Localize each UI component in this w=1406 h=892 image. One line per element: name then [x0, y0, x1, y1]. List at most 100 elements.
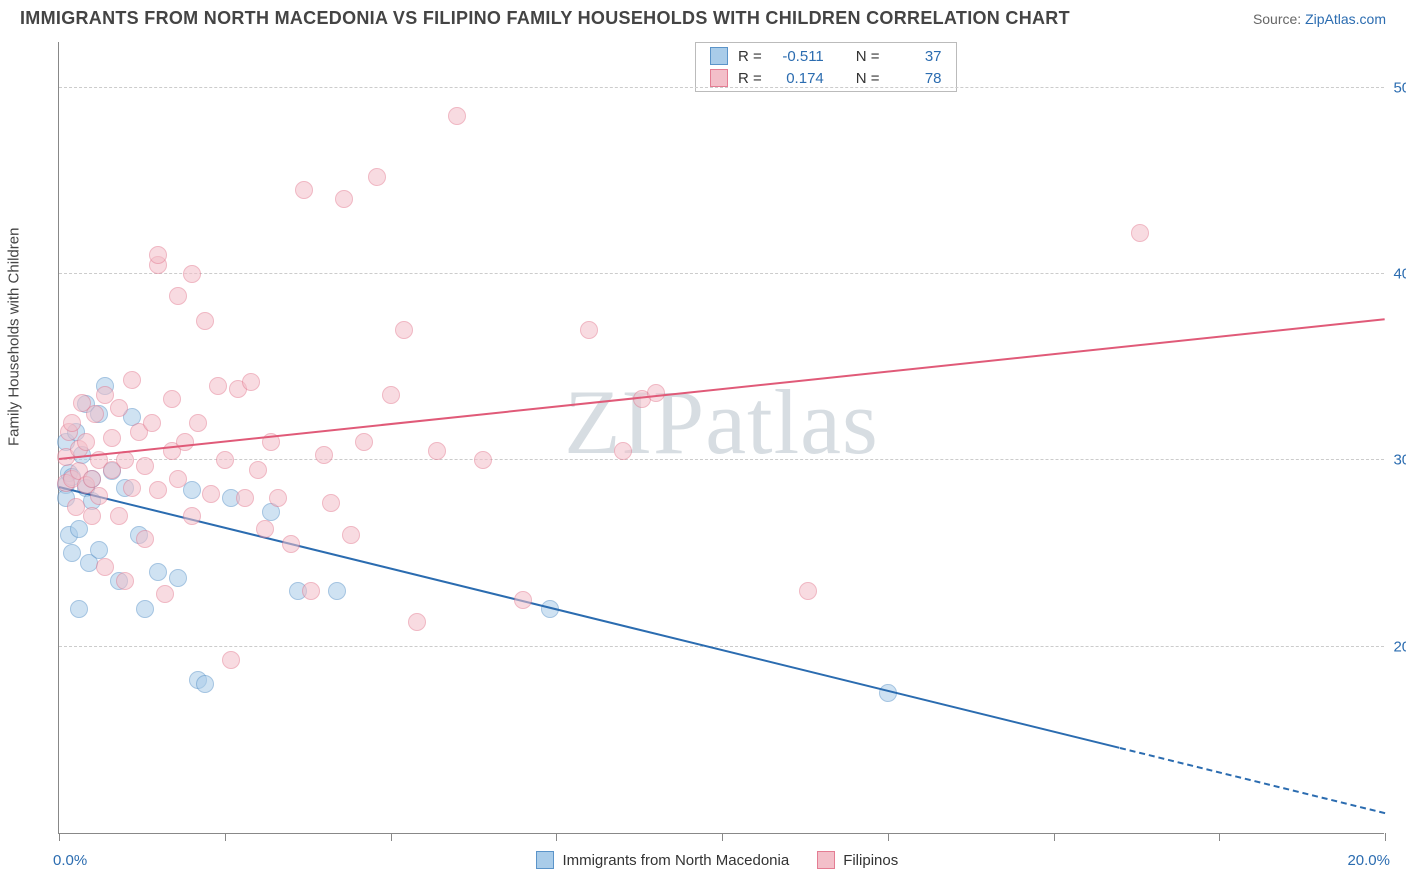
- stats-r-label: R =: [738, 48, 762, 65]
- x-tick: [1385, 833, 1386, 841]
- data-point: [355, 433, 373, 451]
- swatch-series-1: [710, 69, 728, 87]
- chart-source: Source: ZipAtlas.com: [1253, 11, 1386, 27]
- x-tick: [1219, 833, 1220, 841]
- x-tick: [391, 833, 392, 841]
- source-link[interactable]: ZipAtlas.com: [1305, 11, 1386, 27]
- data-point: [196, 675, 214, 693]
- data-point: [149, 481, 167, 499]
- data-point: [1131, 224, 1149, 242]
- gridline: [59, 646, 1384, 647]
- data-point: [143, 414, 161, 432]
- data-point: [136, 600, 154, 618]
- data-point: [156, 585, 174, 603]
- legend-swatch-0: [536, 851, 554, 869]
- data-point: [136, 457, 154, 475]
- data-point: [83, 470, 101, 488]
- data-point: [249, 461, 267, 479]
- data-point: [83, 507, 101, 525]
- data-point: [448, 107, 466, 125]
- data-point: [647, 384, 665, 402]
- legend-label-1: Filipinos: [843, 852, 898, 869]
- data-point: [169, 470, 187, 488]
- data-point: [90, 487, 108, 505]
- data-point: [90, 541, 108, 559]
- data-point: [176, 433, 194, 451]
- legend-item-1: Filipinos: [817, 851, 898, 869]
- legend-item-0: Immigrants from North Macedonia: [536, 851, 789, 869]
- data-point: [474, 451, 492, 469]
- x-axis-label-max: 20.0%: [1347, 852, 1390, 869]
- stats-r-value-0: -0.511: [772, 48, 824, 65]
- legend-label-0: Immigrants from North Macedonia: [562, 852, 789, 869]
- trend-line: [59, 486, 1120, 749]
- x-tick: [722, 833, 723, 841]
- data-point: [116, 572, 134, 590]
- stats-r-value-1: 0.174: [772, 70, 824, 87]
- stats-row-series-0: R = -0.511 N = 37: [696, 45, 956, 67]
- scatter-chart: ZIPatlas R = -0.511 N = 37 R = 0.174 N =…: [58, 42, 1384, 834]
- stats-box: R = -0.511 N = 37 R = 0.174 N = 78: [695, 42, 957, 92]
- data-point: [202, 485, 220, 503]
- data-point: [799, 582, 817, 600]
- stats-n-label: N =: [856, 70, 880, 87]
- trend-line: [59, 319, 1385, 461]
- x-tick: [59, 833, 60, 841]
- gridline: [59, 87, 1384, 88]
- data-point: [302, 582, 320, 600]
- x-tick: [1054, 833, 1055, 841]
- data-point: [67, 498, 85, 516]
- source-prefix: Source:: [1253, 11, 1305, 27]
- data-point: [70, 600, 88, 618]
- data-point: [614, 442, 632, 460]
- data-point: [169, 287, 187, 305]
- data-point: [408, 613, 426, 631]
- data-point: [395, 321, 413, 339]
- data-point: [315, 446, 333, 464]
- data-point: [103, 429, 121, 447]
- gridline: [59, 273, 1384, 274]
- chart-title: IMMIGRANTS FROM NORTH MACEDONIA VS FILIP…: [20, 8, 1070, 29]
- data-point: [382, 386, 400, 404]
- swatch-series-0: [710, 47, 728, 65]
- data-point: [514, 591, 532, 609]
- data-point: [322, 494, 340, 512]
- x-tick: [225, 833, 226, 841]
- data-point: [580, 321, 598, 339]
- data-point: [342, 526, 360, 544]
- data-point: [183, 265, 201, 283]
- data-point: [169, 569, 187, 587]
- data-point: [136, 530, 154, 548]
- data-point: [222, 651, 240, 669]
- x-axis-label-min: 0.0%: [53, 852, 87, 869]
- data-point: [123, 479, 141, 497]
- data-point: [209, 377, 227, 395]
- data-point: [77, 433, 95, 451]
- data-point: [110, 507, 128, 525]
- data-point: [236, 489, 254, 507]
- data-point: [368, 168, 386, 186]
- data-point: [282, 535, 300, 553]
- data-point: [149, 563, 167, 581]
- chart-header: IMMIGRANTS FROM NORTH MACEDONIA VS FILIP…: [0, 0, 1406, 33]
- data-point: [63, 544, 81, 562]
- legend-swatch-1: [817, 851, 835, 869]
- x-tick: [556, 833, 557, 841]
- data-point: [163, 390, 181, 408]
- data-point: [149, 246, 167, 264]
- stats-n-value-0: 37: [890, 48, 942, 65]
- y-axis-title: Family Households with Children: [6, 228, 23, 446]
- x-tick: [888, 833, 889, 841]
- trend-line: [1120, 747, 1386, 814]
- data-point: [96, 558, 114, 576]
- data-point: [189, 414, 207, 432]
- y-tick-label: 40.0%: [1393, 265, 1406, 282]
- stats-r-label: R =: [738, 70, 762, 87]
- data-point: [196, 312, 214, 330]
- y-tick-label: 30.0%: [1393, 452, 1406, 469]
- data-point: [183, 507, 201, 525]
- stats-n-label: N =: [856, 48, 880, 65]
- data-point: [335, 190, 353, 208]
- data-point: [110, 399, 128, 417]
- data-point: [295, 181, 313, 199]
